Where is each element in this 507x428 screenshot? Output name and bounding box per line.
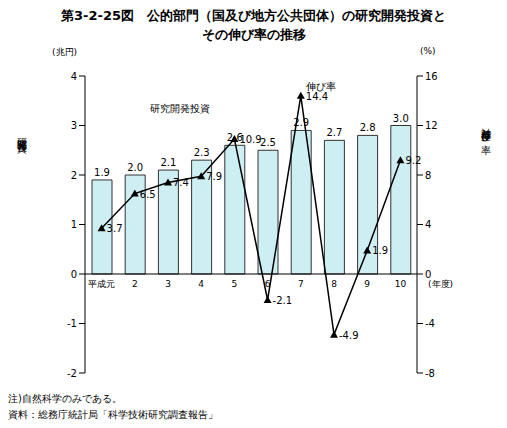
html-text:その伸び率の推移: その伸び率の推移: [201, 27, 306, 42]
svg-text:2.9: 2.9: [293, 117, 309, 128]
svg-text:-4: -4: [425, 318, 435, 329]
svg-text:1.9: 1.9: [372, 245, 388, 256]
svg-text:0: 0: [71, 269, 77, 280]
svg-text:1.9: 1.9: [94, 167, 110, 178]
svg-text:2.5: 2.5: [260, 137, 276, 148]
svg-text:0: 0: [425, 269, 431, 280]
svg-text:10.9: 10.9: [239, 134, 261, 145]
svg-text:-1: -1: [67, 318, 77, 329]
svg-text:8: 8: [425, 170, 431, 181]
svg-text:-2: -2: [67, 368, 77, 379]
svg-text:2.0: 2.0: [127, 162, 143, 173]
html-text:研究開発投資: 研究開発投資: [16, 130, 27, 136]
html-text:第3-2-25図 公的部門（国及び地方公共団体）の研究開発投: 第3-2-25図 公的部門（国及び地方公共団体）の研究開発投資と: [61, 8, 446, 23]
html-text:(年度): (年度): [428, 279, 453, 289]
svg-text:3: 3: [165, 279, 171, 289]
svg-text:14.4: 14.4: [306, 91, 328, 102]
svg-text:12: 12: [425, 120, 438, 131]
svg-text:8: 8: [331, 279, 337, 289]
svg-text:10: 10: [395, 279, 407, 289]
svg-text:5: 5: [232, 279, 238, 289]
svg-text:2: 2: [132, 279, 138, 289]
svg-text:1: 1: [71, 219, 77, 230]
svg-text:2.3: 2.3: [194, 147, 210, 158]
svg-text:2.8: 2.8: [360, 122, 376, 133]
svg-text:4: 4: [198, 279, 204, 289]
svg-text:2.7: 2.7: [326, 127, 342, 138]
svg-text:7.4: 7.4: [173, 177, 189, 188]
html-text:資料：総務庁統計局「科学技術研究調査報告」: 資料：総務庁統計局「科学技術研究調査報告」: [8, 409, 218, 420]
svg-text:3.7: 3.7: [107, 223, 123, 234]
svg-text:2: 2: [71, 170, 77, 181]
svg-text:-8: -8: [425, 368, 435, 379]
html-text:(兆円): (兆円): [52, 47, 77, 57]
svg-text:2.6: 2.6: [226, 132, 243, 144]
svg-text:-4.9: -4.9: [339, 330, 359, 341]
svg-text:3.0: 3.0: [393, 113, 409, 124]
svg-text:9.2: 9.2: [405, 155, 421, 166]
svg-text:平成元: 平成元: [88, 279, 115, 289]
html-text:注)自然科学のみである。: 注)自然科学のみである。: [8, 393, 122, 404]
svg-text:6.5: 6.5: [140, 189, 156, 200]
html-text:伸び率: 伸び率: [306, 81, 336, 92]
svg-text:7.9: 7.9: [206, 171, 222, 182]
svg-text:7: 7: [298, 279, 304, 289]
svg-text:2.1: 2.1: [160, 157, 176, 168]
svg-text:9: 9: [364, 279, 370, 289]
svg-text:-2.1: -2.1: [273, 295, 293, 306]
html-text:対前年度伸び率: 対前年度伸び率: [480, 120, 491, 138]
svg-text:6: 6: [265, 279, 271, 289]
svg-text:4: 4: [71, 71, 77, 82]
svg-text:4: 4: [425, 219, 431, 230]
svg-text:16: 16: [425, 71, 438, 82]
svg-text:3: 3: [71, 120, 77, 131]
html-text:研究開発投資: 研究開発投資: [150, 103, 210, 114]
